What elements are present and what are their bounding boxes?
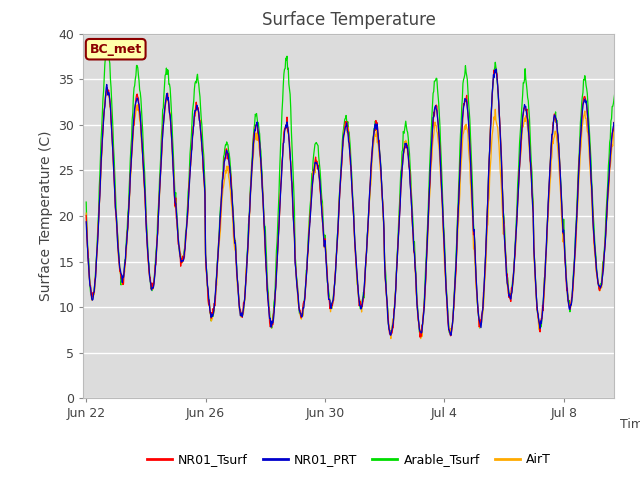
Arable_Tsurf [209, 314, 217, 320]
Line: AirT: AirT [86, 90, 623, 338]
NR01_Tsurf [83, 213, 90, 218]
Text: BC_met: BC_met [90, 43, 142, 56]
AirT [83, 210, 90, 216]
AirT [387, 336, 395, 341]
AirT [209, 306, 217, 312]
NR01_Tsurf [209, 312, 216, 318]
NR01_PRT [619, 218, 627, 224]
AirT [103, 87, 111, 93]
AirT [102, 92, 109, 98]
Arable_Tsurf [103, 49, 111, 55]
Arable_Tsurf [417, 335, 424, 340]
NR01_Tsurf [517, 147, 525, 153]
Arable_Tsurf [517, 122, 525, 128]
NR01_PRT [306, 218, 314, 224]
Arable_Tsurf [307, 197, 314, 203]
NR01_Tsurf [102, 95, 109, 100]
Title: Surface Temperature: Surface Temperature [262, 11, 436, 29]
Arable_Tsurf [83, 199, 90, 205]
Line: Arable_Tsurf: Arable_Tsurf [86, 52, 623, 337]
Arable_Tsurf [619, 202, 627, 208]
NR01_Tsurf [416, 334, 424, 340]
Arable_Tsurf [387, 330, 395, 336]
Arable_Tsurf [278, 108, 286, 114]
AirT [388, 325, 396, 331]
Arable_Tsurf [102, 54, 109, 60]
NR01_Tsurf [306, 215, 314, 220]
AirT [307, 206, 314, 212]
Legend: NR01_Tsurf, NR01_PRT, Arable_Tsurf, AirT: NR01_Tsurf, NR01_PRT, Arable_Tsurf, AirT [141, 448, 556, 471]
NR01_PRT [278, 172, 285, 178]
NR01_PRT [83, 219, 90, 225]
NR01_PRT [517, 140, 525, 146]
AirT [619, 218, 627, 224]
NR01_PRT [447, 332, 455, 338]
NR01_PRT [209, 313, 216, 319]
X-axis label: Time: Time [620, 419, 640, 432]
Line: NR01_Tsurf: NR01_Tsurf [86, 69, 623, 337]
NR01_Tsurf [387, 331, 394, 337]
NR01_Tsurf [492, 66, 500, 72]
NR01_Tsurf [619, 218, 627, 224]
Y-axis label: Surface Temperature (C): Surface Temperature (C) [39, 131, 52, 301]
NR01_PRT [492, 66, 500, 72]
AirT [278, 165, 286, 170]
NR01_PRT [102, 95, 109, 101]
AirT [517, 152, 525, 158]
Line: NR01_PRT: NR01_PRT [86, 69, 623, 335]
NR01_PRT [387, 332, 394, 338]
NR01_Tsurf [278, 176, 285, 182]
